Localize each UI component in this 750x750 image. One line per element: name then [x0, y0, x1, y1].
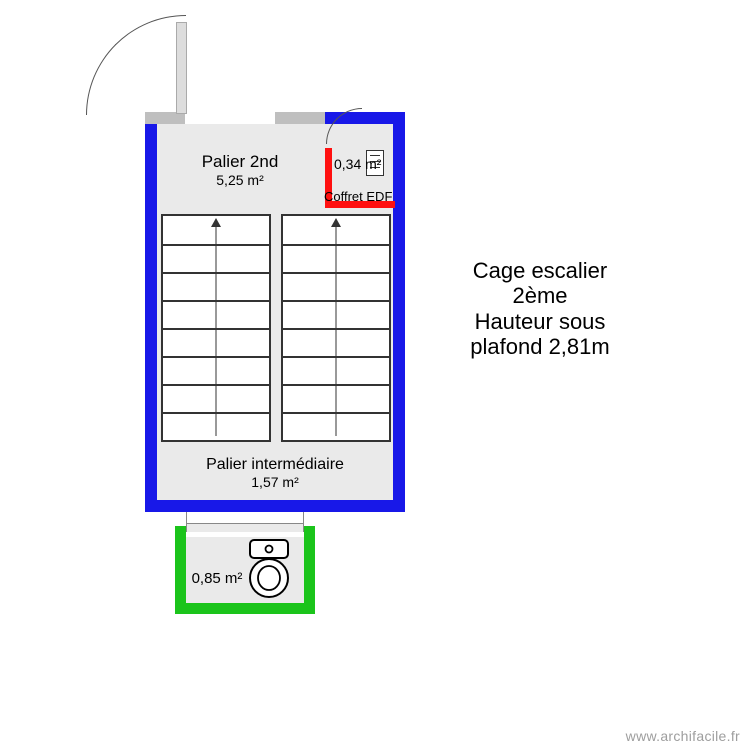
coffret-door: [326, 108, 362, 144]
wc-wall-bottom: [175, 603, 315, 614]
stair-direction-line-right: [336, 224, 337, 436]
arrow-up-icon: [331, 218, 341, 227]
watermark: www.archifacile.fr: [626, 728, 740, 744]
floorplan-canvas: Palier 2nd 5,25 m² 0,34 m² Coffret EDF P…: [0, 0, 750, 750]
palier-2nd-label: Palier 2nd 5,25 m²: [175, 152, 305, 188]
bottom-step-2: [186, 524, 304, 532]
main-door: [86, 15, 186, 115]
room-area: 1,57 m²: [157, 474, 393, 490]
wc-wall-right: [304, 526, 315, 614]
arrow-up-icon: [211, 218, 221, 227]
room-area: 5,25 m²: [175, 172, 305, 188]
bottom-step: [186, 512, 304, 524]
stair-direction-line-left: [216, 224, 217, 436]
title-line: plafond 2,81m: [430, 334, 650, 359]
wall-top-grey-2: [275, 112, 325, 124]
coffret-area-label: 0,34 m²: [334, 156, 404, 172]
wc-area-label: 0,85 m²: [182, 570, 252, 587]
wall-bottom: [145, 500, 405, 512]
room-name: Coffret EDF: [324, 189, 392, 204]
room-name: Palier 2nd: [175, 152, 305, 172]
title-line: Hauteur sous: [430, 309, 650, 334]
toilet-icon: [244, 538, 294, 600]
palier-intermediaire-label: Palier intermédiaire 1,57 m²: [157, 456, 393, 490]
room-area: 0,34 m²: [334, 156, 381, 172]
title-line: 2ème: [430, 283, 650, 308]
room-name: Palier intermédiaire: [157, 456, 393, 474]
main-door-leaf: [176, 22, 187, 114]
title-line: Cage escalier: [430, 258, 650, 283]
plan-title: Cage escalier 2ème Hauteur sous plafond …: [430, 258, 650, 359]
door-arc-icon: [86, 15, 186, 115]
stairs-up-left: [161, 214, 271, 442]
stairs-up-right: [281, 214, 391, 442]
wall-left: [145, 112, 157, 512]
door-arc-icon: [326, 108, 362, 144]
coffret-name-label: Coffret EDF: [324, 190, 414, 205]
room-area: 0,85 m²: [192, 570, 243, 587]
